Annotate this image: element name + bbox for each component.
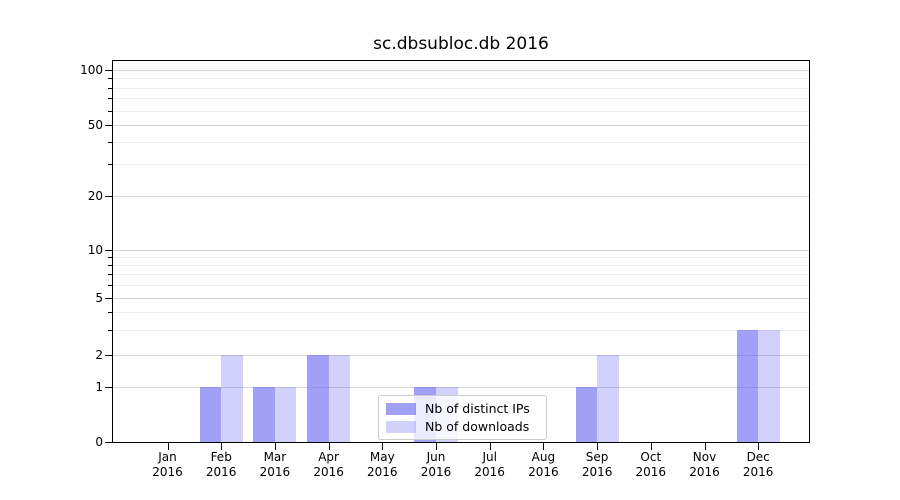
- gridline-major-100: [113, 70, 809, 71]
- xtick-label-dec: Dec 2016: [742, 450, 774, 479]
- gridline-minor-3: [113, 329, 809, 331]
- gridline-major-50: [113, 125, 809, 126]
- legend-label-downloads: Nb of downloads: [425, 419, 530, 434]
- gridline-minor-80: [113, 87, 809, 89]
- bar-distinct-ips-feb: [199, 387, 222, 442]
- legend-entry-distinct-ips: Nb of distinct IPs: [386, 401, 539, 416]
- legend-swatch-downloads: [386, 420, 416, 433]
- ytick-minor-80: [108, 87, 112, 89]
- gridline-minor-9: [113, 256, 809, 258]
- gridline-minor-6: [113, 285, 809, 287]
- xtick-label-nov: Nov 2016: [689, 450, 720, 479]
- xtick-label-jun: Jun 2016: [420, 450, 452, 479]
- ytick-minor-30: [108, 164, 112, 166]
- ytick-minor-90: [108, 78, 112, 80]
- gridline-minor-8: [113, 265, 809, 267]
- xtick-label-aug: Aug 2016: [528, 450, 559, 479]
- xtick-apr: [328, 443, 330, 450]
- plot-area: 0 1 2 5 10 20 50 100 Jan 2016 Feb 2016 Mar 2016 Apr 201…: [80, 60, 810, 479]
- ytick-1: [105, 387, 112, 388]
- ytick-minor-60: [108, 110, 112, 112]
- xtick-label-oct: Oct 2016: [635, 450, 667, 479]
- ytick-20: [105, 195, 112, 197]
- bar-downloads-dec: [758, 329, 780, 442]
- ytick-label-2: 2: [95, 348, 103, 362]
- xtick-feb: [221, 443, 223, 450]
- gridline-minor-60: [113, 110, 809, 112]
- gridline-major-20: [113, 195, 809, 197]
- bar-downloads-apr: [328, 355, 351, 442]
- xtick-label-jan: Jan 2016: [152, 450, 183, 479]
- gridline-minor-70: [113, 98, 809, 100]
- gridline-major-5: [113, 298, 809, 299]
- ytick-label-20: 20: [87, 188, 103, 203]
- chart-title: sc.dbsubloc.db 2016: [373, 34, 549, 54]
- xtick-aug: [543, 443, 545, 450]
- gridline-major-1: [113, 387, 809, 388]
- ytick-minor-70: [108, 98, 112, 100]
- gridline-major-2: [113, 355, 809, 356]
- xtick-label-mar: Mar 2016: [259, 450, 291, 479]
- xtick-oct: [650, 443, 652, 450]
- ytick-minor-3: [108, 329, 112, 331]
- ytick-label-0: 0: [95, 435, 103, 449]
- xtick-label-jul: Jul 2016: [474, 450, 505, 479]
- legend-entry-downloads: Nb of downloads: [386, 419, 539, 434]
- gridline-major-10: [113, 249, 809, 251]
- xtick-label-sep: Sep 2016: [581, 450, 613, 479]
- ytick-label-50: 50: [87, 118, 103, 132]
- gridline-minor-40: [113, 142, 809, 144]
- ytick-label-5: 5: [95, 291, 103, 305]
- xtick-label-apr: Apr 2016: [313, 450, 344, 479]
- xtick-label-may: May 2016: [367, 450, 398, 479]
- bar-distinct-ips-dec: [736, 329, 759, 442]
- gridline-minor-7: [113, 274, 809, 276]
- xtick-label-feb: Feb 2016: [205, 450, 237, 479]
- xtick-nov: [704, 443, 706, 450]
- ytick-10: [105, 249, 112, 251]
- bar-downloads-feb: [221, 355, 243, 442]
- ytick-5: [105, 298, 112, 299]
- ytick-2: [105, 355, 112, 356]
- bar-distinct-ips-sep: [575, 387, 598, 442]
- legend-label-distinct-ips: Nb of distinct IPs: [425, 401, 530, 416]
- xtick-dec: [758, 443, 760, 450]
- ytick-minor-7: [108, 274, 112, 276]
- ytick-minor-9: [108, 256, 112, 258]
- bar-downloads-mar: [274, 387, 297, 442]
- legend-swatch-distinct-ips: [386, 402, 416, 415]
- bar-downloads-sep: [597, 355, 619, 442]
- gridline-minor-4: [113, 311, 809, 313]
- xtick-mar: [274, 443, 276, 450]
- gridline-minor-90: [113, 78, 809, 80]
- xtick-sep: [597, 443, 599, 450]
- ytick-label-10: 10: [87, 242, 103, 257]
- xtick-jan: [167, 443, 169, 450]
- legend: Nb of distinct IPs Nb of downloads: [378, 395, 547, 440]
- ytick-minor-6: [108, 285, 112, 287]
- gridline-minor-30: [113, 164, 809, 166]
- ytick-minor-40: [108, 142, 112, 144]
- ytick-100: [105, 70, 112, 71]
- bar-distinct-ips-apr: [307, 355, 329, 442]
- ytick-label-1: 1: [95, 380, 103, 394]
- ytick-50: [105, 125, 112, 126]
- xtick-jun: [436, 443, 437, 450]
- ytick-label-100: 100: [80, 63, 103, 77]
- ytick-minor-4: [108, 311, 112, 313]
- bar-distinct-ips-mar: [253, 387, 275, 442]
- ytick-0: [105, 442, 112, 443]
- xtick-may: [382, 443, 384, 450]
- xtick-jul: [489, 443, 491, 450]
- ytick-minor-8: [108, 265, 112, 267]
